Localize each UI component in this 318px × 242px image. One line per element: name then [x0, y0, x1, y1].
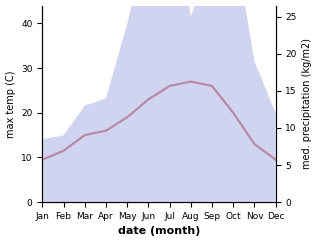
X-axis label: date (month): date (month) [118, 227, 200, 236]
Y-axis label: max temp (C): max temp (C) [5, 70, 16, 138]
Y-axis label: med. precipitation (kg/m2): med. precipitation (kg/m2) [302, 38, 313, 169]
